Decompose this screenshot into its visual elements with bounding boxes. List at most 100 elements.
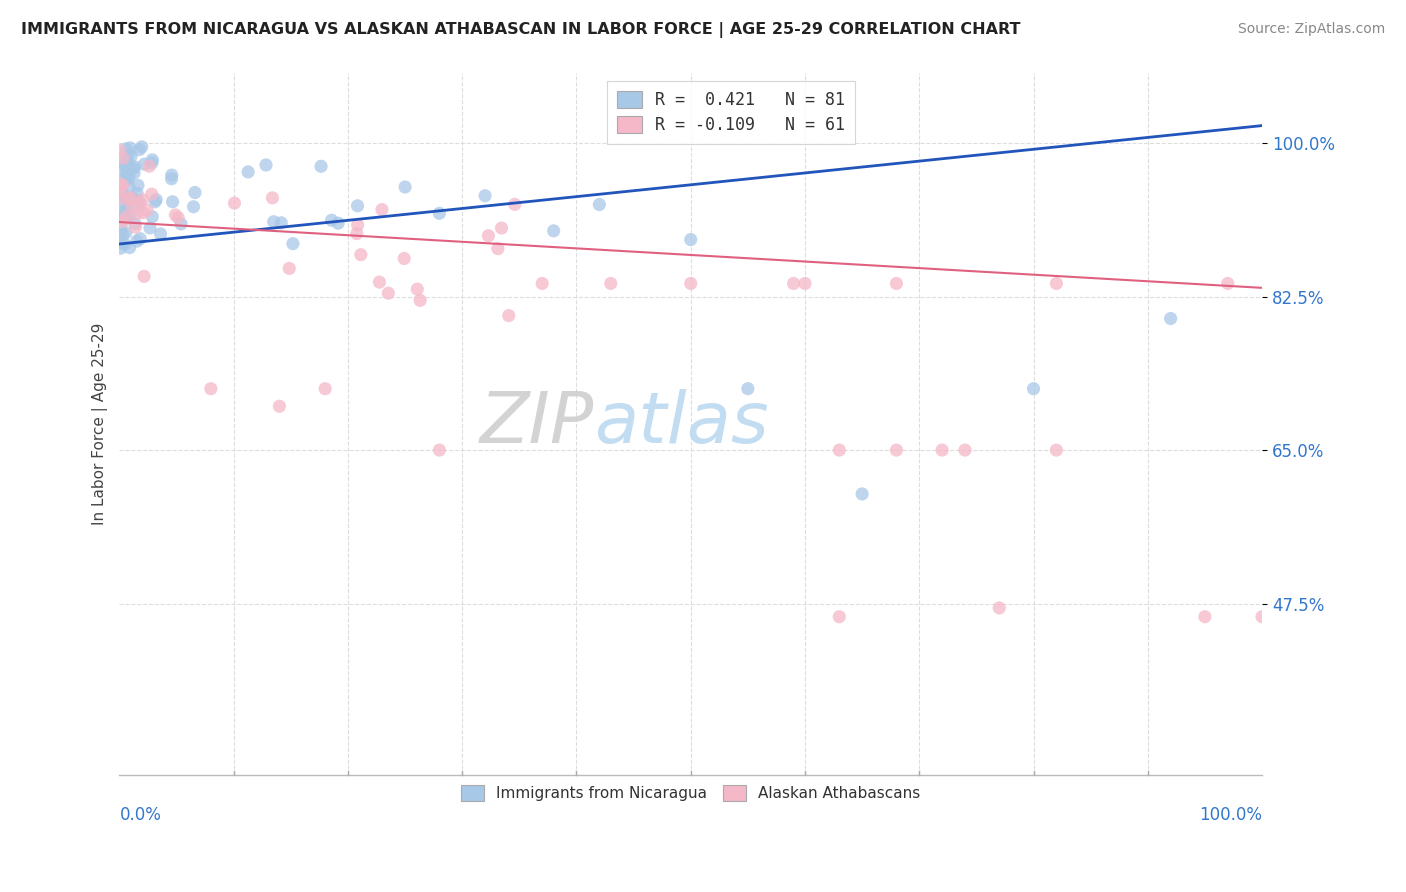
Point bbox=[112, 209, 135, 223]
Point bbox=[679, 277, 702, 291]
Point bbox=[371, 202, 394, 217]
Point bbox=[851, 487, 873, 501]
Point bbox=[377, 286, 399, 301]
Point bbox=[143, 194, 166, 209]
Point bbox=[828, 443, 851, 458]
Point bbox=[110, 152, 132, 166]
Point bbox=[127, 178, 149, 193]
Point bbox=[141, 156, 163, 170]
Point bbox=[129, 232, 152, 246]
Point bbox=[112, 192, 135, 206]
Point bbox=[309, 159, 332, 173]
Point bbox=[138, 159, 160, 173]
Point bbox=[145, 193, 167, 207]
Point bbox=[236, 165, 259, 179]
Point bbox=[114, 170, 136, 185]
Point bbox=[108, 184, 131, 198]
Point bbox=[149, 227, 172, 241]
Point bbox=[115, 203, 138, 218]
Point bbox=[136, 203, 159, 218]
Point bbox=[121, 200, 143, 214]
Point bbox=[427, 443, 450, 458]
Point bbox=[160, 168, 183, 182]
Point bbox=[477, 228, 499, 243]
Point bbox=[392, 252, 415, 266]
Point bbox=[531, 277, 554, 291]
Text: atlas: atlas bbox=[593, 389, 768, 458]
Point bbox=[368, 275, 391, 289]
Point bbox=[114, 160, 136, 174]
Point bbox=[117, 209, 139, 223]
Point bbox=[988, 601, 1011, 615]
Point bbox=[118, 193, 141, 207]
Point bbox=[141, 153, 163, 167]
Point bbox=[1251, 609, 1274, 624]
Point bbox=[112, 151, 135, 165]
Point bbox=[394, 180, 416, 194]
Point bbox=[406, 282, 429, 296]
Point bbox=[346, 218, 368, 232]
Point bbox=[108, 143, 131, 157]
Point bbox=[120, 191, 142, 205]
Y-axis label: In Labor Force | Age 25-29: In Labor Force | Age 25-29 bbox=[93, 323, 108, 525]
Point bbox=[114, 237, 136, 252]
Text: ZIP: ZIP bbox=[479, 389, 593, 458]
Point bbox=[118, 192, 141, 206]
Point bbox=[124, 220, 146, 235]
Point bbox=[114, 157, 136, 171]
Text: 100.0%: 100.0% bbox=[1199, 806, 1263, 824]
Text: IMMIGRANTS FROM NICARAGUA VS ALASKAN ATHABASCAN IN LABOR FORCE | AGE 25-29 CORRE: IMMIGRANTS FROM NICARAGUA VS ALASKAN ATH… bbox=[21, 22, 1021, 38]
Point bbox=[498, 309, 520, 323]
Point bbox=[183, 200, 205, 214]
Point bbox=[120, 207, 142, 221]
Point bbox=[115, 155, 138, 169]
Point bbox=[794, 277, 817, 291]
Point bbox=[110, 224, 132, 238]
Point bbox=[124, 160, 146, 174]
Point bbox=[160, 171, 183, 186]
Point bbox=[931, 443, 953, 458]
Point bbox=[117, 148, 139, 162]
Point bbox=[409, 293, 432, 308]
Point bbox=[427, 206, 450, 220]
Point bbox=[111, 196, 134, 211]
Point bbox=[112, 205, 135, 219]
Point bbox=[114, 226, 136, 240]
Point bbox=[503, 197, 526, 211]
Point bbox=[588, 197, 610, 211]
Legend: Immigrants from Nicaragua, Alaskan Athabascans: Immigrants from Nicaragua, Alaskan Athab… bbox=[454, 778, 928, 809]
Point bbox=[599, 277, 621, 291]
Point bbox=[254, 158, 277, 172]
Point bbox=[112, 214, 135, 228]
Point bbox=[167, 211, 190, 225]
Point bbox=[491, 221, 513, 235]
Point bbox=[200, 382, 222, 396]
Point bbox=[118, 141, 141, 155]
Point bbox=[118, 169, 141, 184]
Point bbox=[111, 186, 134, 201]
Point bbox=[117, 172, 139, 186]
Point bbox=[269, 399, 291, 413]
Point bbox=[953, 443, 976, 458]
Point bbox=[346, 199, 368, 213]
Point bbox=[270, 216, 292, 230]
Point bbox=[128, 143, 150, 157]
Point bbox=[111, 227, 134, 242]
Point bbox=[224, 196, 246, 211]
Point bbox=[117, 167, 139, 181]
Point bbox=[263, 215, 285, 229]
Point bbox=[170, 217, 193, 231]
Point bbox=[112, 212, 135, 227]
Point bbox=[127, 194, 149, 209]
Point bbox=[162, 194, 184, 209]
Point bbox=[122, 161, 145, 176]
Point bbox=[115, 165, 138, 179]
Point bbox=[115, 210, 138, 224]
Point bbox=[118, 179, 141, 194]
Point bbox=[110, 179, 132, 194]
Point bbox=[314, 382, 336, 396]
Point bbox=[132, 206, 155, 220]
Point bbox=[128, 196, 150, 211]
Point bbox=[139, 221, 162, 235]
Point bbox=[1022, 382, 1045, 396]
